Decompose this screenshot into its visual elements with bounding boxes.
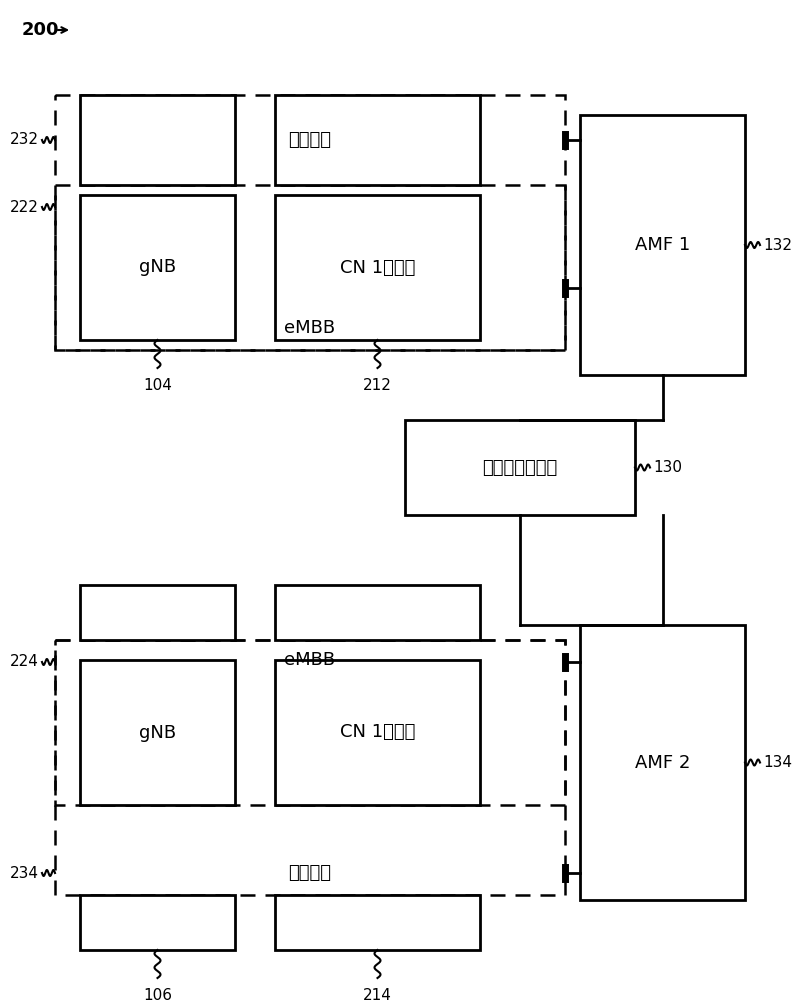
Bar bbox=[275, 585, 480, 640]
Text: 其他切片: 其他切片 bbox=[289, 864, 332, 882]
Bar bbox=[275, 195, 480, 340]
Text: eMBB: eMBB bbox=[285, 651, 335, 669]
Bar bbox=[80, 95, 235, 185]
Text: 130: 130 bbox=[653, 460, 682, 475]
Bar bbox=[80, 195, 235, 340]
Text: 分配代理服务器: 分配代理服务器 bbox=[483, 458, 557, 477]
Text: 212: 212 bbox=[363, 378, 392, 393]
Text: 222: 222 bbox=[10, 200, 39, 215]
Bar bbox=[275, 95, 480, 185]
Text: 134: 134 bbox=[763, 755, 792, 770]
Text: 214: 214 bbox=[363, 988, 392, 1000]
Bar bbox=[55, 640, 565, 805]
Bar bbox=[405, 420, 635, 515]
Text: gNB: gNB bbox=[139, 724, 176, 742]
Text: 104: 104 bbox=[143, 378, 172, 393]
Bar bbox=[580, 115, 745, 375]
Text: CN 1的组件: CN 1的组件 bbox=[339, 258, 415, 276]
Text: 234: 234 bbox=[10, 865, 39, 880]
Bar bbox=[275, 660, 480, 805]
Bar bbox=[275, 895, 480, 950]
Text: eMBB: eMBB bbox=[285, 319, 335, 337]
Text: gNB: gNB bbox=[139, 258, 176, 276]
Text: AMF 2: AMF 2 bbox=[635, 754, 690, 772]
Bar bbox=[80, 895, 235, 950]
Text: 200: 200 bbox=[22, 21, 60, 39]
Text: AMF 1: AMF 1 bbox=[635, 236, 690, 254]
Text: 106: 106 bbox=[143, 988, 172, 1000]
Bar bbox=[80, 585, 235, 640]
Text: 232: 232 bbox=[10, 132, 39, 147]
Bar bbox=[80, 660, 235, 805]
Text: 132: 132 bbox=[763, 237, 792, 252]
Text: 其他切片: 其他切片 bbox=[289, 131, 332, 149]
Text: 224: 224 bbox=[10, 654, 39, 670]
Bar bbox=[55, 640, 565, 895]
Text: CN 1的组件: CN 1的组件 bbox=[339, 724, 415, 742]
Bar bbox=[55, 95, 565, 350]
Bar bbox=[580, 625, 745, 900]
Bar bbox=[55, 185, 565, 350]
